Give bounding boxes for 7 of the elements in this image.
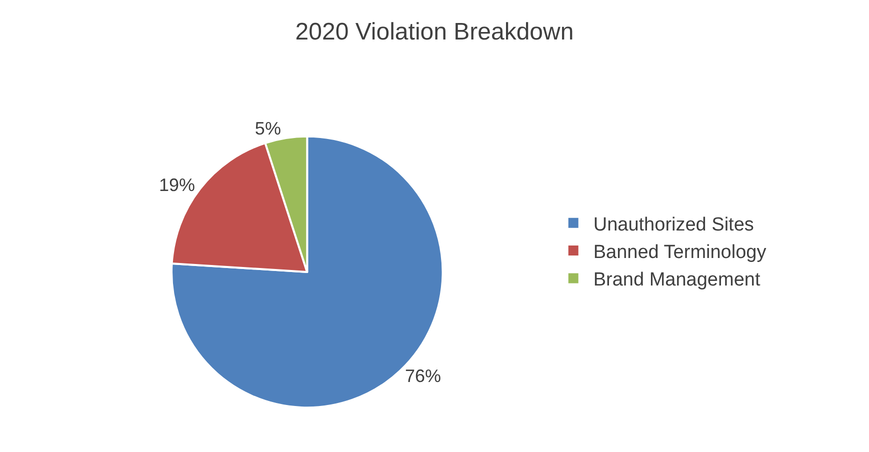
data-label: 5% [254, 118, 281, 138]
data-label: 76% [404, 366, 442, 386]
chart-title: 2020 Violation Breakdown [295, 18, 574, 46]
legend-label: Brand Management [593, 270, 761, 291]
legend-label: Banned Terminology [593, 242, 767, 263]
data-label: 19% [158, 175, 195, 196]
legend-label: Unauthorized Sites [593, 214, 754, 236]
